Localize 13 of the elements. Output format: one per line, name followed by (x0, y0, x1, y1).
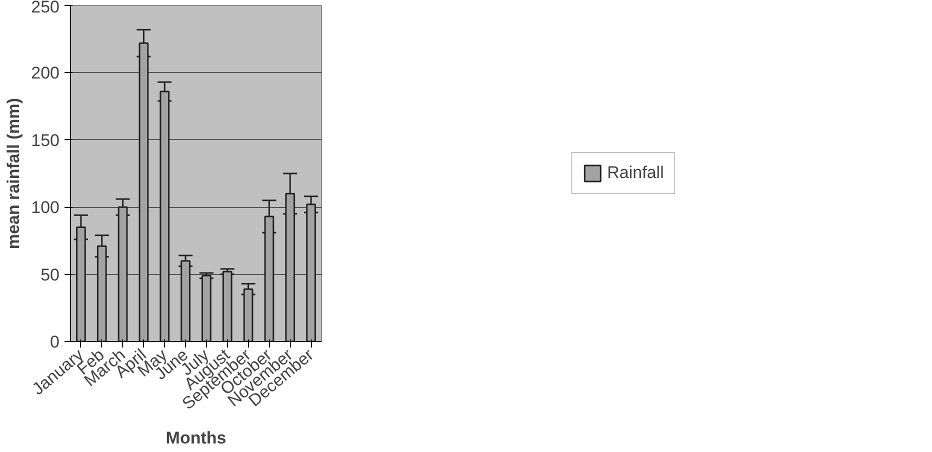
y-axis-title: mean rainfall (mm) (4, 98, 24, 250)
y-tick-label: 50 (40, 265, 60, 284)
y-tick-label: 100 (31, 198, 60, 218)
y-tick-label: 250 (31, 0, 60, 16)
x-axis-title: Months (166, 428, 226, 448)
y-tick-label: 200 (31, 64, 60, 83)
y-tick-label: 0 (50, 332, 60, 352)
legend-label: Rainfall (607, 163, 664, 183)
bar (180, 260, 190, 342)
bar (222, 270, 232, 342)
y-tick-label: 150 (31, 130, 60, 150)
bar (243, 288, 254, 342)
bar (202, 274, 212, 342)
